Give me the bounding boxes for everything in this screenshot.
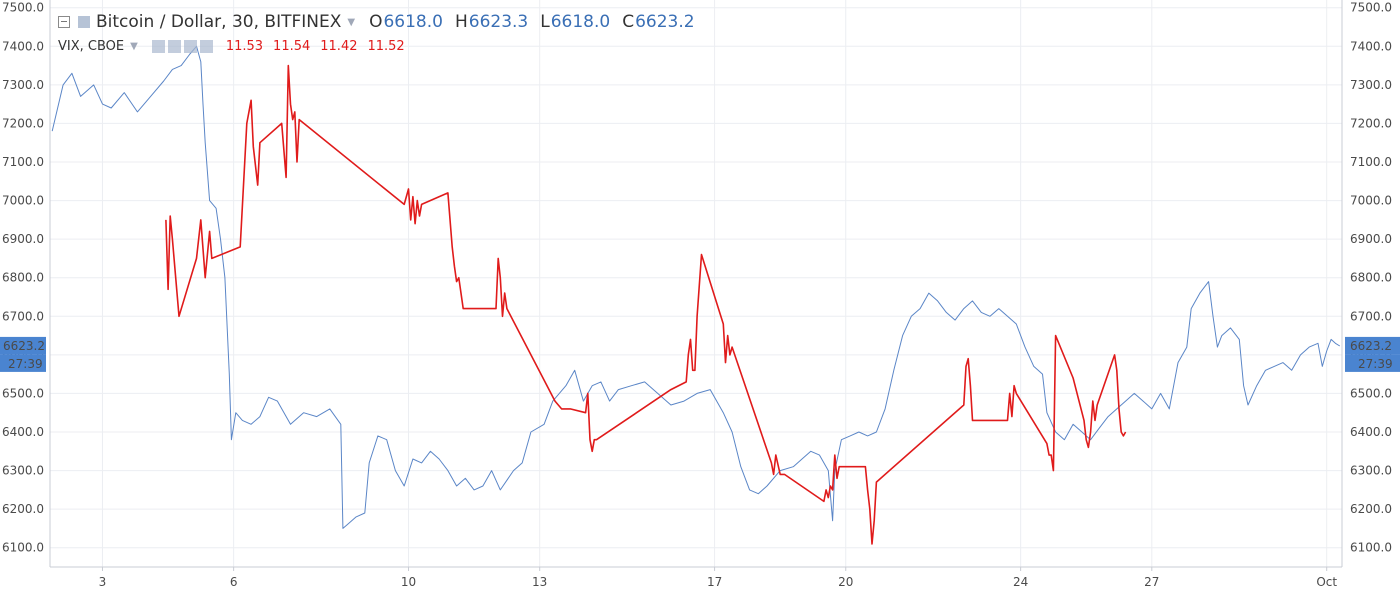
y-tick-label: 7000.0 bbox=[1350, 194, 1392, 208]
y-tick-label: 6700.0 bbox=[2, 309, 44, 323]
y-tick-label: 6900.0 bbox=[2, 232, 44, 246]
y-tick-label: 6500.0 bbox=[2, 386, 44, 400]
badge-price-bg bbox=[1345, 336, 1400, 355]
ohlc-low-key: L bbox=[540, 12, 550, 32]
legend: Bitcoin / Dollar, 30, BITFINEX ▼ O 6618.… bbox=[58, 10, 707, 56]
x-tick-label: 20 bbox=[838, 575, 853, 589]
btc-price-line bbox=[51, 45, 1341, 529]
badge-price-bg bbox=[0, 336, 46, 355]
y-tick-label: 6300.0 bbox=[1350, 464, 1392, 478]
badge-price: 6623.2 bbox=[3, 339, 45, 353]
y-tick-label: 6200.0 bbox=[1350, 502, 1392, 516]
chevron-down-icon[interactable]: ▼ bbox=[130, 40, 138, 52]
y-tick-label: 7400.0 bbox=[2, 39, 44, 53]
settings-icon[interactable] bbox=[167, 39, 181, 53]
y-tick-label: 6700.0 bbox=[1350, 309, 1392, 323]
last-price-badge-right: 6623.2 27:39 bbox=[1345, 336, 1400, 372]
x-tick-label: 6 bbox=[230, 575, 238, 589]
ohlc-low-value: 6618.0 bbox=[550, 12, 611, 32]
x-tick-label: Oct bbox=[1316, 575, 1337, 589]
y-tick-label: 7300.0 bbox=[2, 78, 44, 92]
x-tick-label: 3 bbox=[99, 575, 107, 589]
x-tick-label: 13 bbox=[532, 575, 547, 589]
y-tick-label: 6800.0 bbox=[2, 271, 44, 285]
vix-line bbox=[165, 64, 1127, 545]
eye-icon[interactable] bbox=[151, 39, 165, 53]
y-tick-label: 6400.0 bbox=[2, 425, 44, 439]
ohlc-open-value: 6618.0 bbox=[383, 12, 443, 32]
x-axis[interactable]: 3 6 10 13 17 20 24 27 Oct bbox=[99, 567, 1338, 589]
y-tick-label: 6900.0 bbox=[1350, 232, 1392, 246]
ohlc-high-value: 6623.3 bbox=[468, 12, 529, 32]
ohlc-close-value: 6623.2 bbox=[635, 12, 695, 32]
vix-high-value: 11.54 bbox=[273, 38, 311, 54]
y-tick-label: 6500.0 bbox=[1350, 386, 1392, 400]
badge-countdown-bg bbox=[1345, 354, 1400, 372]
y-tick-label: 6100.0 bbox=[2, 541, 44, 555]
badge-countdown-bg bbox=[0, 354, 46, 372]
ohlc-close-key: C bbox=[622, 12, 635, 32]
y-axis-right[interactable]: 6100.06200.06300.06400.06500.06600.06700… bbox=[1350, 1, 1392, 555]
ohlc-high-key: H bbox=[454, 12, 468, 32]
ohlc-open-key: O bbox=[369, 12, 383, 32]
y-tick-label: 6300.0 bbox=[2, 464, 44, 478]
more-icon[interactable] bbox=[199, 39, 213, 53]
badge-price: 6623.2 bbox=[1350, 339, 1392, 353]
vix-series-legend[interactable]: VIX, CBOE ▼ 11.53 11.54 11.42 11.52 bbox=[58, 36, 707, 56]
badge-countdown: 27:39 bbox=[1358, 357, 1393, 371]
y-tick-label: 6400.0 bbox=[1350, 425, 1392, 439]
y-tick-label: 7500.0 bbox=[1350, 1, 1392, 15]
btc-series bbox=[51, 45, 1341, 529]
y-tick-label: 7000.0 bbox=[2, 194, 44, 208]
main-series-title[interactable]: Bitcoin / Dollar, 30, BITFINEX bbox=[96, 12, 342, 32]
y-tick-label: 6800.0 bbox=[1350, 271, 1392, 285]
y-tick-label: 6200.0 bbox=[2, 502, 44, 516]
y-tick-label: 6100.0 bbox=[1350, 541, 1392, 555]
x-tick-label: 17 bbox=[707, 575, 722, 589]
y-tick-label: 7100.0 bbox=[1350, 155, 1392, 169]
y-tick-label: 7400.0 bbox=[1350, 39, 1392, 53]
y-tick-label: 7200.0 bbox=[2, 116, 44, 130]
chevron-down-icon[interactable]: ▼ bbox=[347, 16, 356, 28]
y-axis-left[interactable]: 6100.06200.06300.06400.06500.06600.06700… bbox=[2, 1, 44, 555]
y-tick-label: 7500.0 bbox=[2, 1, 44, 15]
x-tick-label: 24 bbox=[1013, 575, 1028, 589]
series-controls bbox=[151, 39, 216, 53]
y-tick-label: 7200.0 bbox=[1350, 116, 1392, 130]
vix-series-title[interactable]: VIX, CBOE bbox=[58, 38, 125, 54]
x-tick-label: 27 bbox=[1144, 575, 1159, 589]
collapse-icon[interactable] bbox=[58, 16, 70, 28]
main-series-legend[interactable]: Bitcoin / Dollar, 30, BITFINEX ▼ O 6618.… bbox=[58, 10, 707, 34]
vix-close-value: 11.52 bbox=[367, 38, 405, 54]
grid-lines bbox=[50, 0, 1342, 567]
y-tick-label: 7300.0 bbox=[1350, 78, 1392, 92]
x-tick-label: 10 bbox=[401, 575, 416, 589]
y-tick-label: 7100.0 bbox=[2, 155, 44, 169]
vix-low-value: 11.42 bbox=[320, 38, 358, 54]
symbol-icon bbox=[78, 16, 90, 28]
vix-series bbox=[165, 64, 1127, 545]
last-price-badge-left: 6623.2 27:39 bbox=[0, 336, 46, 372]
vix-open-value: 11.53 bbox=[225, 38, 264, 54]
badge-countdown: 27:39 bbox=[8, 357, 43, 371]
close-icon[interactable] bbox=[183, 39, 197, 53]
